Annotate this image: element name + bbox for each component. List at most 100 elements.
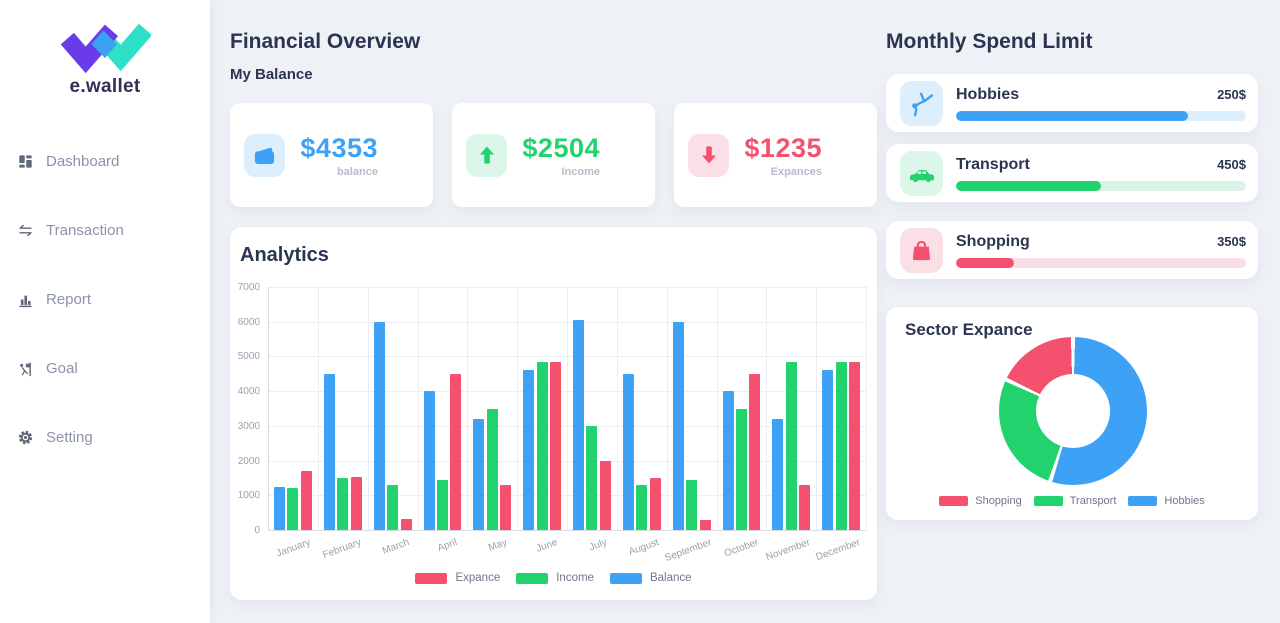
x-axis-label: May xyxy=(487,537,509,554)
report-icon xyxy=(17,291,34,308)
arrow-down-icon xyxy=(688,133,729,177)
x-axis-label: November xyxy=(764,537,812,564)
legend-item-income[interactable]: Income xyxy=(516,572,594,584)
legend-label: Balance xyxy=(649,572,692,584)
legend-label: Hobbies xyxy=(1164,495,1205,507)
spend-label: Shopping xyxy=(956,233,1030,250)
bar-balance-may xyxy=(473,418,485,530)
goal-icon xyxy=(17,360,34,377)
y-axis-tick: 6000 xyxy=(237,316,260,328)
bar-expance-february xyxy=(350,477,362,530)
balance-subtitle: My Balance xyxy=(230,66,313,83)
spend-progress-fill xyxy=(956,181,1101,191)
bar-balance-march xyxy=(373,321,385,530)
legend-swatch xyxy=(1033,496,1063,506)
page-title: Financial Overview xyxy=(230,30,421,53)
spend-label: Transport xyxy=(956,156,1030,173)
x-axis-label: December xyxy=(814,537,862,564)
legend-swatch xyxy=(516,572,549,584)
x-axis-label: April xyxy=(436,537,460,555)
gridline xyxy=(816,287,818,530)
y-axis-tick: 1000 xyxy=(237,490,260,502)
bar-balance-june xyxy=(523,370,535,530)
legend-swatch xyxy=(609,572,642,584)
spend-label: Hobbies xyxy=(956,86,1020,103)
sidebar-item-dashboard[interactable]: Dashboard xyxy=(0,150,210,172)
spend-progress-track xyxy=(956,111,1246,121)
bar-balance-february xyxy=(323,373,335,530)
x-axis-label: August xyxy=(627,537,661,558)
sector-expance-title: Sector Expance xyxy=(905,320,1033,339)
x-axis-label: September xyxy=(662,537,713,565)
sidebar-item-label: Transaction xyxy=(46,221,124,239)
legend-item-balance[interactable]: Balance xyxy=(609,572,692,584)
y-axis-tick: 2000 xyxy=(237,455,260,467)
y-axis-tick: 7000 xyxy=(237,282,260,293)
analytics-title: Analytics xyxy=(240,244,329,266)
spend-card-transport: Transport 450$ xyxy=(886,144,1258,202)
setting-icon xyxy=(17,429,34,446)
shopping-bag-icon xyxy=(900,228,943,273)
balance-amount: $4353 xyxy=(300,132,378,163)
bar-expance-june xyxy=(550,361,561,530)
y-axis-tick: 0 xyxy=(254,525,260,536)
donut-legend-item-shopping[interactable]: Shopping xyxy=(939,495,1022,507)
spend-progress-track xyxy=(956,181,1246,191)
bar-income-november xyxy=(785,361,797,530)
sidebar-item-setting[interactable]: Setting xyxy=(0,426,210,448)
gridline xyxy=(567,287,568,530)
balance-label: balance xyxy=(337,165,378,178)
x-axis-label: October xyxy=(723,537,761,560)
analytics-card: Analytics 0 1000 2000 3000 4000 5000 6000 7000 J… xyxy=(230,227,877,600)
bar-balance-august xyxy=(622,373,634,530)
sidebar-item-transaction[interactable]: Transaction xyxy=(0,219,210,241)
bar-expance-october xyxy=(749,373,761,530)
legend-label: Expance xyxy=(455,572,501,584)
sector-expance-card: Sector Expance Shopping Transport Hobbies xyxy=(886,307,1258,520)
x-axis-label: July xyxy=(587,537,609,554)
spend-amount: 350$ xyxy=(1217,234,1246,249)
bar-expance-january xyxy=(300,471,312,530)
expances-label: Expances xyxy=(770,165,822,178)
logo-mark-icon xyxy=(60,23,151,74)
bar-balance-september xyxy=(672,321,684,530)
donut-legend: Shopping Transport Hobbies xyxy=(886,495,1258,507)
donut-legend-item-transport[interactable]: Transport xyxy=(1033,495,1116,507)
spend-amount: 450$ xyxy=(1217,157,1246,172)
gridline xyxy=(367,287,369,530)
spend-amount: 250$ xyxy=(1217,87,1246,102)
analytics-bar-chart: 0 1000 2000 3000 4000 5000 6000 7000 January Febr… xyxy=(230,227,877,600)
bar-expance-september xyxy=(699,519,711,530)
sidebar-item-goal[interactable]: Goal xyxy=(0,357,210,379)
gridline xyxy=(716,287,718,530)
arrow-up-icon xyxy=(466,133,507,177)
balance-card: $4353 balance xyxy=(230,103,433,207)
bar-income-august xyxy=(636,484,648,530)
income-amount: $2504 xyxy=(522,132,600,163)
donut-legend-item-hobbies[interactable]: Hobbies xyxy=(1128,495,1205,507)
bar-chart-legend: Expance Income Balance xyxy=(230,572,877,584)
legend-swatch xyxy=(939,496,969,506)
income-label: Income xyxy=(561,165,600,178)
spend-card-shopping: Shopping 350$ xyxy=(886,221,1258,279)
gridline xyxy=(317,287,319,530)
gridline xyxy=(517,287,519,530)
bar-balance-april xyxy=(423,391,435,530)
bar-income-march xyxy=(387,484,399,530)
gridline xyxy=(766,287,768,530)
y-axis-tick: 4000 xyxy=(237,386,260,398)
bar-expance-may xyxy=(500,484,512,530)
sidebar-item-label: Goal xyxy=(46,359,78,377)
bar-expance-august xyxy=(649,477,661,530)
expances-card: $1235 Expances xyxy=(674,103,877,207)
bar-income-september xyxy=(686,479,698,530)
bar-income-december xyxy=(835,361,847,530)
logo-text: e.wallet xyxy=(69,76,141,97)
sidebar-nav: Dashboard Transaction Report Goal Settin… xyxy=(0,150,210,495)
legend-item-expance[interactable]: Expance xyxy=(415,572,500,584)
y-axis-tick: 3000 xyxy=(237,420,260,432)
sidebar-item-report[interactable]: Report xyxy=(0,288,210,310)
dashboard-icon xyxy=(17,153,34,170)
bar-income-july xyxy=(586,425,598,530)
bar-balance-november xyxy=(772,418,784,530)
